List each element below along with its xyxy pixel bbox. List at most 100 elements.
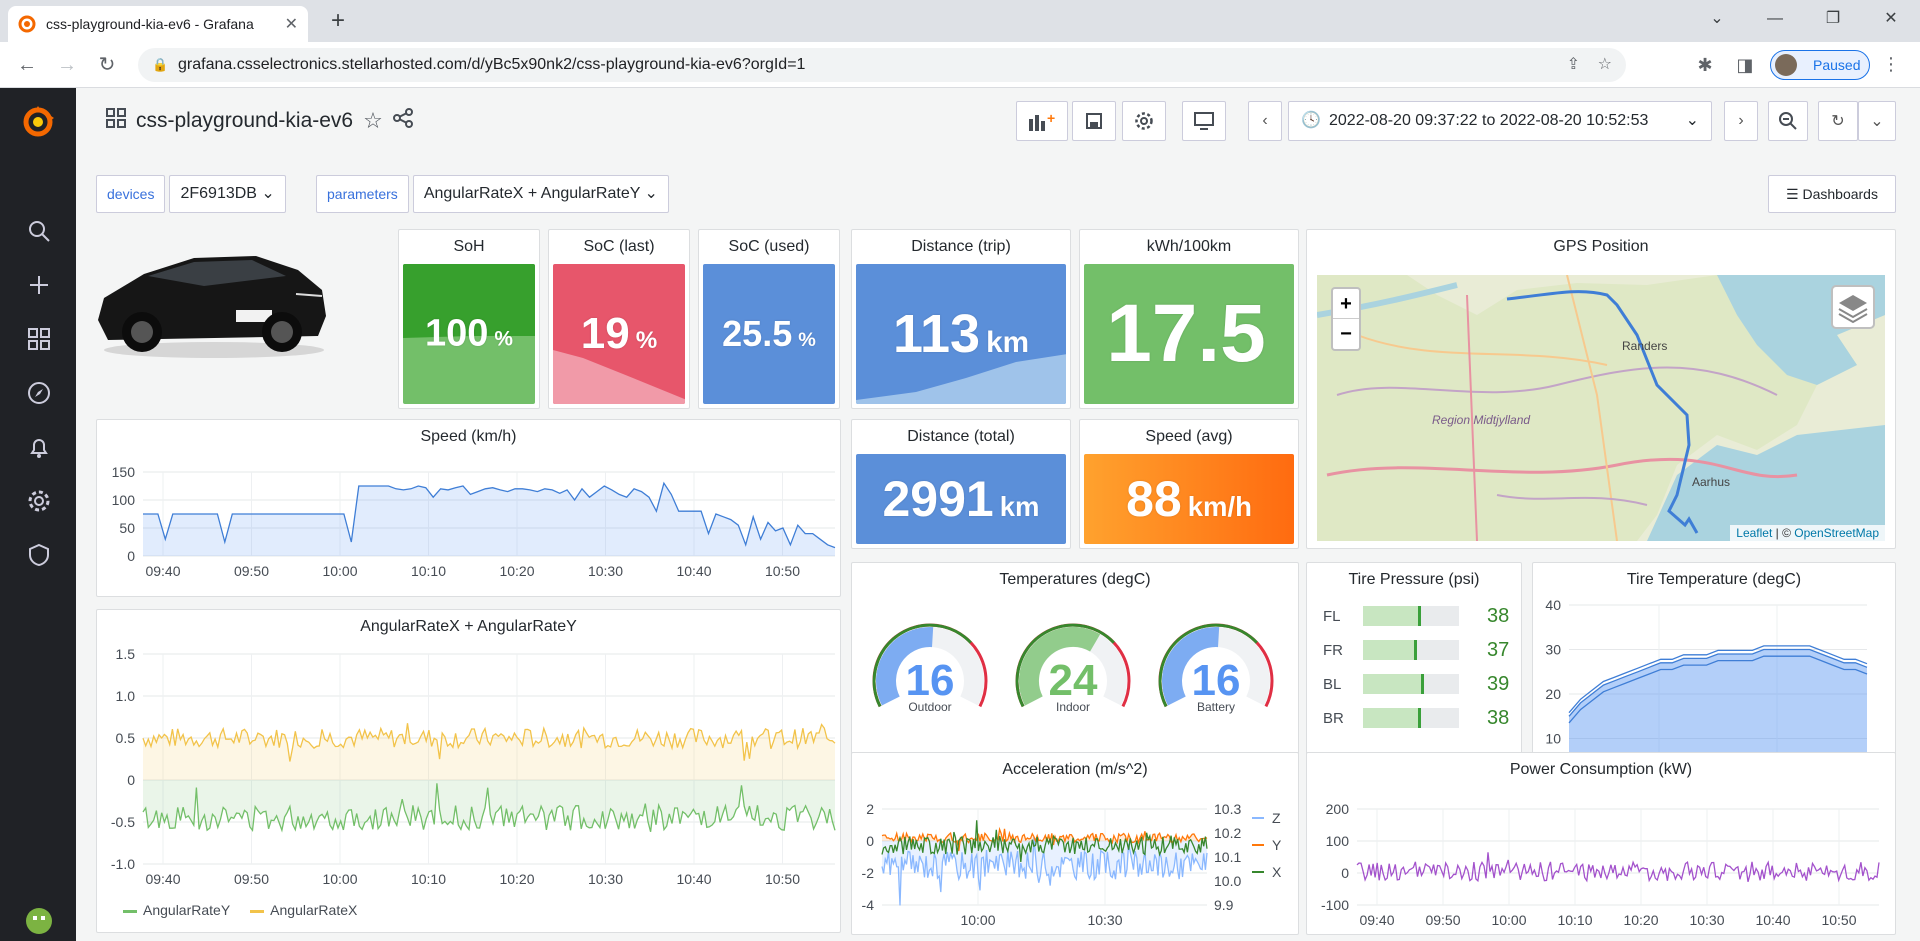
y-tick-label: -2 bbox=[862, 865, 875, 881]
bookmark-star-icon[interactable]: ☆ bbox=[1597, 56, 1612, 73]
distance-total-panel: Distance (total) 2991 km bbox=[851, 419, 1071, 549]
lock-icon[interactable]: 🔒 bbox=[152, 57, 169, 72]
tire-pressure-label: FR bbox=[1323, 641, 1343, 659]
favorite-star-icon[interactable]: ☆ bbox=[363, 108, 383, 133]
dashboards-label: Dashboards bbox=[1802, 186, 1878, 202]
clock-icon: 🕓 bbox=[1301, 112, 1321, 129]
dashboard-settings-gear-icon[interactable] bbox=[1122, 101, 1166, 141]
back-icon[interactable]: ← bbox=[17, 54, 37, 76]
kwh-stat: 17.5 bbox=[1084, 264, 1294, 404]
accel-y-series-line bbox=[881, 826, 1208, 852]
y-tick-label: 150 bbox=[112, 464, 136, 480]
zoom-out-time-icon[interactable] bbox=[1768, 101, 1808, 141]
dashboard-main: css-playground-kia-ev6 ☆ + ‹ 🕓 2022-08-2… bbox=[76, 88, 1920, 941]
gps-title: GPS Position bbox=[1553, 238, 1649, 255]
refresh-icon[interactable]: ↻ bbox=[1818, 101, 1858, 141]
speed-chart: 150 100 50 0 09:40 09:50 10:00 10:10 10:20 10:30 1… bbox=[112, 464, 836, 579]
browser-tab-strip: css-playground-kia-ev6 - Grafana ✕ + ⌄ —… bbox=[0, 0, 1920, 42]
leaflet-link[interactable]: Leaflet bbox=[1736, 526, 1773, 540]
profile-button[interactable]: Paused bbox=[1770, 50, 1870, 80]
angular-legend: AngularRateY AngularRateX bbox=[123, 902, 357, 918]
browser-tab-active[interactable]: css-playground-kia-ev6 - Grafana ✕ bbox=[8, 6, 308, 42]
create-plus-icon[interactable] bbox=[26, 272, 52, 298]
distance-trip-value: 113 bbox=[892, 304, 981, 364]
grafana-logo-icon[interactable] bbox=[20, 104, 56, 140]
share-dashboard-icon[interactable] bbox=[392, 108, 413, 134]
save-dashboard-icon[interactable] bbox=[1072, 101, 1116, 141]
distance-trip-title: Distance (trip) bbox=[911, 238, 1011, 255]
legend-label-x: X bbox=[1272, 864, 1282, 880]
x-tick-label: 10:00 bbox=[322, 563, 357, 579]
map-attribution: Leaflet | © OpenStreetMap bbox=[1730, 525, 1885, 541]
angular-y-series-line bbox=[142, 783, 836, 833]
speed-panel: Speed (km/h) 150 100 50 0 09:40 09:50 10:00 10:… bbox=[96, 419, 841, 597]
zoom-in-button[interactable]: + bbox=[1333, 289, 1359, 319]
minimize-icon[interactable]: — bbox=[1767, 10, 1783, 27]
explore-compass-icon[interactable] bbox=[26, 380, 52, 406]
close-tab-icon[interactable]: ✕ bbox=[284, 16, 298, 33]
tire-pressure-row: FL 38 bbox=[1323, 603, 1509, 629]
angular-x-series-area bbox=[143, 723, 835, 780]
tire-pressure-bar bbox=[1363, 606, 1459, 626]
dashboard-title[interactable]: css-playground-kia-ev6 bbox=[136, 109, 354, 132]
configuration-gear-icon[interactable] bbox=[26, 488, 52, 514]
browser-menu-icon[interactable]: ⋮ bbox=[1882, 54, 1900, 74]
soc-last-panel: SoC (last) 19% bbox=[548, 229, 690, 409]
y-tick-label: 0 bbox=[127, 772, 135, 788]
x-tick-label: 10:20 bbox=[499, 871, 534, 887]
distance-total-title: Distance (total) bbox=[907, 428, 1015, 445]
alerting-bell-icon[interactable] bbox=[26, 434, 52, 460]
y-right-tick-label: 10.3 bbox=[1214, 801, 1241, 817]
window-close-icon[interactable]: ✕ bbox=[1884, 10, 1898, 27]
forward-icon[interactable]: → bbox=[57, 54, 77, 76]
time-range-picker[interactable]: 🕓 2022-08-20 09:37:22 to 2022-08-20 10:5… bbox=[1288, 101, 1712, 141]
tire-pressure-bar-fill bbox=[1363, 606, 1421, 626]
tire-pressure-title: Tire Pressure (psi) bbox=[1348, 571, 1480, 588]
search-icon[interactable] bbox=[26, 218, 52, 244]
car-image bbox=[86, 228, 336, 368]
speed-avg-unit: km/h bbox=[1187, 491, 1252, 522]
power-chart: 200 100 0 -100 09:40 09:50 10:00 10:10 10:20 10:3… bbox=[1321, 801, 1880, 928]
soh-value: 100 bbox=[425, 312, 489, 355]
restore-icon[interactable]: ❐ bbox=[1825, 10, 1841, 27]
dashboards-button[interactable]: ☰ Dashboards bbox=[1768, 175, 1896, 213]
gps-map[interactable]: Randers Region Midtjylland Aarhus + − Le… bbox=[1317, 275, 1885, 541]
kwh-title: kWh/100km bbox=[1146, 238, 1232, 255]
time-forward-chevron-right-icon[interactable]: › bbox=[1724, 101, 1758, 141]
angular-panel: AngularRateX + AngularRateY 1.5 1.0 0.5 0 -0… bbox=[96, 609, 841, 933]
share-icon[interactable]: ⇪ bbox=[1566, 56, 1580, 73]
x-tick-label: 10:40 bbox=[676, 871, 711, 887]
soh-panel: SoH 100% bbox=[398, 229, 540, 409]
gauge-value: 24 bbox=[1049, 656, 1098, 705]
user-avatar-icon[interactable] bbox=[26, 908, 52, 934]
tire-pressure-row: BR 38 bbox=[1323, 705, 1509, 731]
zoom-out-button[interactable]: − bbox=[1340, 323, 1352, 345]
accel-x-series-line bbox=[881, 820, 1208, 862]
parameters-select[interactable]: AngularRateX + AngularRateY ⌄ bbox=[412, 175, 669, 213]
layers-icon[interactable] bbox=[1831, 285, 1875, 329]
server-admin-shield-icon[interactable] bbox=[26, 542, 52, 568]
x-tick-label: 10:40 bbox=[1755, 912, 1790, 928]
legend-item-angularratex[interactable]: AngularRateX bbox=[250, 902, 357, 918]
address-bar[interactable]: 🔒 grafana.csselectronics.stellarhosted.c… bbox=[138, 48, 1626, 82]
refresh-interval-chevron-icon[interactable]: ⌄ bbox=[1858, 101, 1896, 141]
kwh-value: 17.5 bbox=[1106, 288, 1266, 379]
osm-link[interactable]: OpenStreetMap bbox=[1794, 526, 1879, 540]
side-panel-icon[interactable]: ◨ bbox=[1736, 55, 1754, 75]
extensions-icon[interactable]: ✱ bbox=[1697, 55, 1713, 75]
tab-title: css-playground-kia-ev6 - Grafana bbox=[46, 16, 254, 32]
time-back-chevron-left-icon[interactable]: ‹ bbox=[1248, 101, 1282, 141]
add-panel-button[interactable]: + bbox=[1016, 101, 1068, 141]
url-text: grafana.csselectronics.stellarhosted.com… bbox=[178, 56, 806, 73]
gauge-threshold-arc bbox=[1158, 623, 1258, 708]
tab-search-icon[interactable]: ⌄ bbox=[1710, 10, 1724, 27]
reload-icon[interactable]: ↻ bbox=[98, 54, 116, 76]
new-tab-button[interactable]: + bbox=[330, 7, 345, 34]
y-tick-label: 200 bbox=[1326, 801, 1350, 817]
dashboards-grid-icon[interactable] bbox=[26, 326, 52, 352]
x-tick-label: 10:30 bbox=[1087, 912, 1122, 928]
devices-select[interactable]: 2F6913DB ⌄ bbox=[169, 175, 286, 213]
legend-item-angularratey[interactable]: AngularRateY bbox=[123, 902, 230, 918]
tv-mode-monitor-icon[interactable] bbox=[1182, 101, 1226, 141]
y-tick-label: 100 bbox=[112, 492, 136, 508]
